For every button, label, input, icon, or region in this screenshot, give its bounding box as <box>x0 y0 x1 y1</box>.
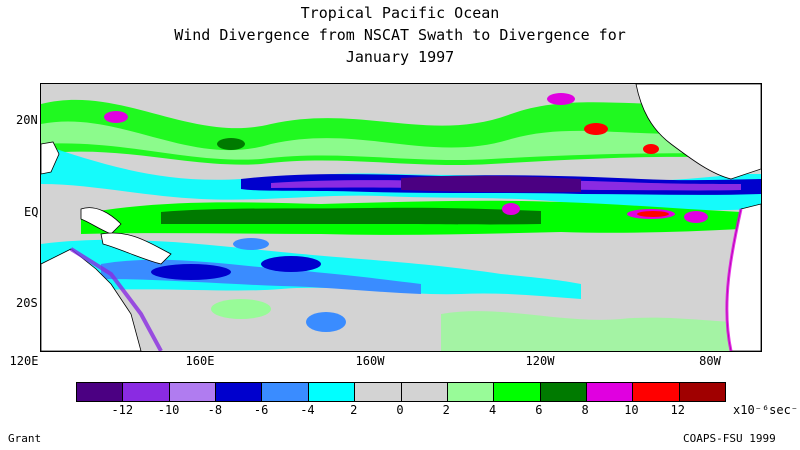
lat-label-eq: EQ <box>24 205 39 219</box>
lon-label-160e: 160E <box>185 354 215 368</box>
colorbar-units: x10⁻⁶sec⁻¹ <box>733 403 800 417</box>
colorbar-segment <box>169 383 217 401</box>
colorbar-tick-label: -6 <box>253 403 269 417</box>
colorbar-segment <box>633 383 680 401</box>
colorbar-segment <box>679 383 726 401</box>
colorbar-segment <box>123 383 170 401</box>
colorbar-tick-label: 10 <box>624 403 639 417</box>
lat-label-20n: 20N <box>16 113 38 127</box>
title-line-2: Wind Divergence from NSCAT Swath to Dive… <box>174 26 626 44</box>
colorbar-segment <box>355 383 402 401</box>
colorbar-tick-label: 8 <box>581 403 589 417</box>
colorbar-tick-label: 12 <box>670 403 685 417</box>
colorbar-tick-label: 2 <box>350 403 358 417</box>
lon-label-120e: 120E <box>9 354 39 368</box>
lat-label-20s: 20S <box>16 296 38 310</box>
colorbar-segment <box>447 383 495 401</box>
colorbar-tick-label: -8 <box>207 403 223 417</box>
colorbar-tick-label: 2 <box>442 403 450 417</box>
colorbar <box>76 382 726 402</box>
lon-label-80w: 80W <box>699 354 721 368</box>
colorbar-segment <box>401 383 448 401</box>
title-line-1: Tropical Pacific Ocean <box>300 4 500 22</box>
divergence-field <box>41 84 761 351</box>
colorbar-segment <box>216 383 263 401</box>
colorbar-segment <box>494 383 541 401</box>
colorbar-tick-label: 6 <box>535 403 543 417</box>
lon-label-120w: 120W <box>525 354 555 368</box>
lon-label-160w: 160W <box>355 354 385 368</box>
colorbar-segment <box>586 383 634 401</box>
colorbar-tick-label: -12 <box>111 403 134 417</box>
colorbar-segment <box>262 383 309 401</box>
title-line-3: January 1997 <box>345 48 455 66</box>
footer-credit: COAPS-FSU 1999 <box>683 432 776 445</box>
colorbar-segment <box>308 383 356 401</box>
colorbar-tick-label: -4 <box>300 403 315 417</box>
footer-author: Grant <box>8 432 42 445</box>
colorbar-segment <box>77 383 124 401</box>
divergence-map <box>40 83 762 352</box>
colorbar-tick-label: 0 <box>396 403 404 417</box>
colorbar-tick-label: -10 <box>157 403 180 417</box>
colorbar-segment <box>540 383 587 401</box>
colorbar-tick-label: 4 <box>488 403 497 417</box>
